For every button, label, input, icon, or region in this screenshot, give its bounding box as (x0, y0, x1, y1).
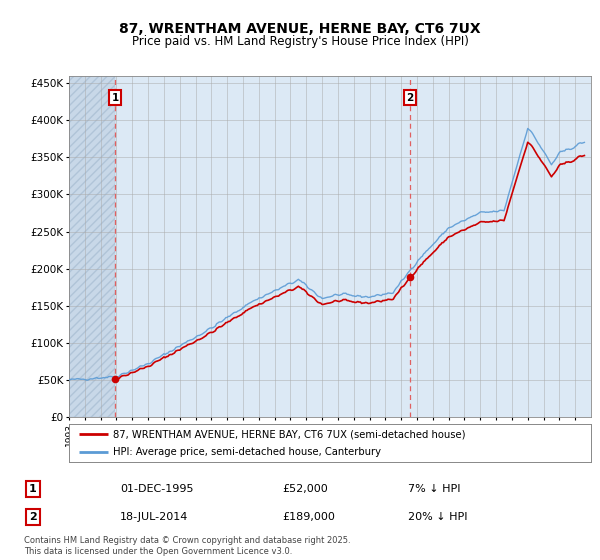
Text: 01-DEC-1995: 01-DEC-1995 (120, 484, 193, 494)
Text: 87, WRENTHAM AVENUE, HERNE BAY, CT6 7UX (semi-detached house): 87, WRENTHAM AVENUE, HERNE BAY, CT6 7UX … (113, 429, 466, 439)
Text: 1: 1 (29, 484, 37, 494)
Text: 7% ↓ HPI: 7% ↓ HPI (408, 484, 461, 494)
Text: 1: 1 (112, 93, 119, 103)
Text: 20% ↓ HPI: 20% ↓ HPI (408, 512, 467, 522)
Text: 18-JUL-2014: 18-JUL-2014 (120, 512, 188, 522)
Text: 2: 2 (406, 93, 413, 103)
Text: Contains HM Land Registry data © Crown copyright and database right 2025.
This d: Contains HM Land Registry data © Crown c… (24, 536, 350, 556)
Text: £52,000: £52,000 (282, 484, 328, 494)
Text: HPI: Average price, semi-detached house, Canterbury: HPI: Average price, semi-detached house,… (113, 447, 382, 457)
Text: 87, WRENTHAM AVENUE, HERNE BAY, CT6 7UX: 87, WRENTHAM AVENUE, HERNE BAY, CT6 7UX (119, 22, 481, 36)
Text: 2: 2 (29, 512, 37, 522)
Text: Price paid vs. HM Land Registry's House Price Index (HPI): Price paid vs. HM Land Registry's House … (131, 35, 469, 48)
Text: £189,000: £189,000 (282, 512, 335, 522)
